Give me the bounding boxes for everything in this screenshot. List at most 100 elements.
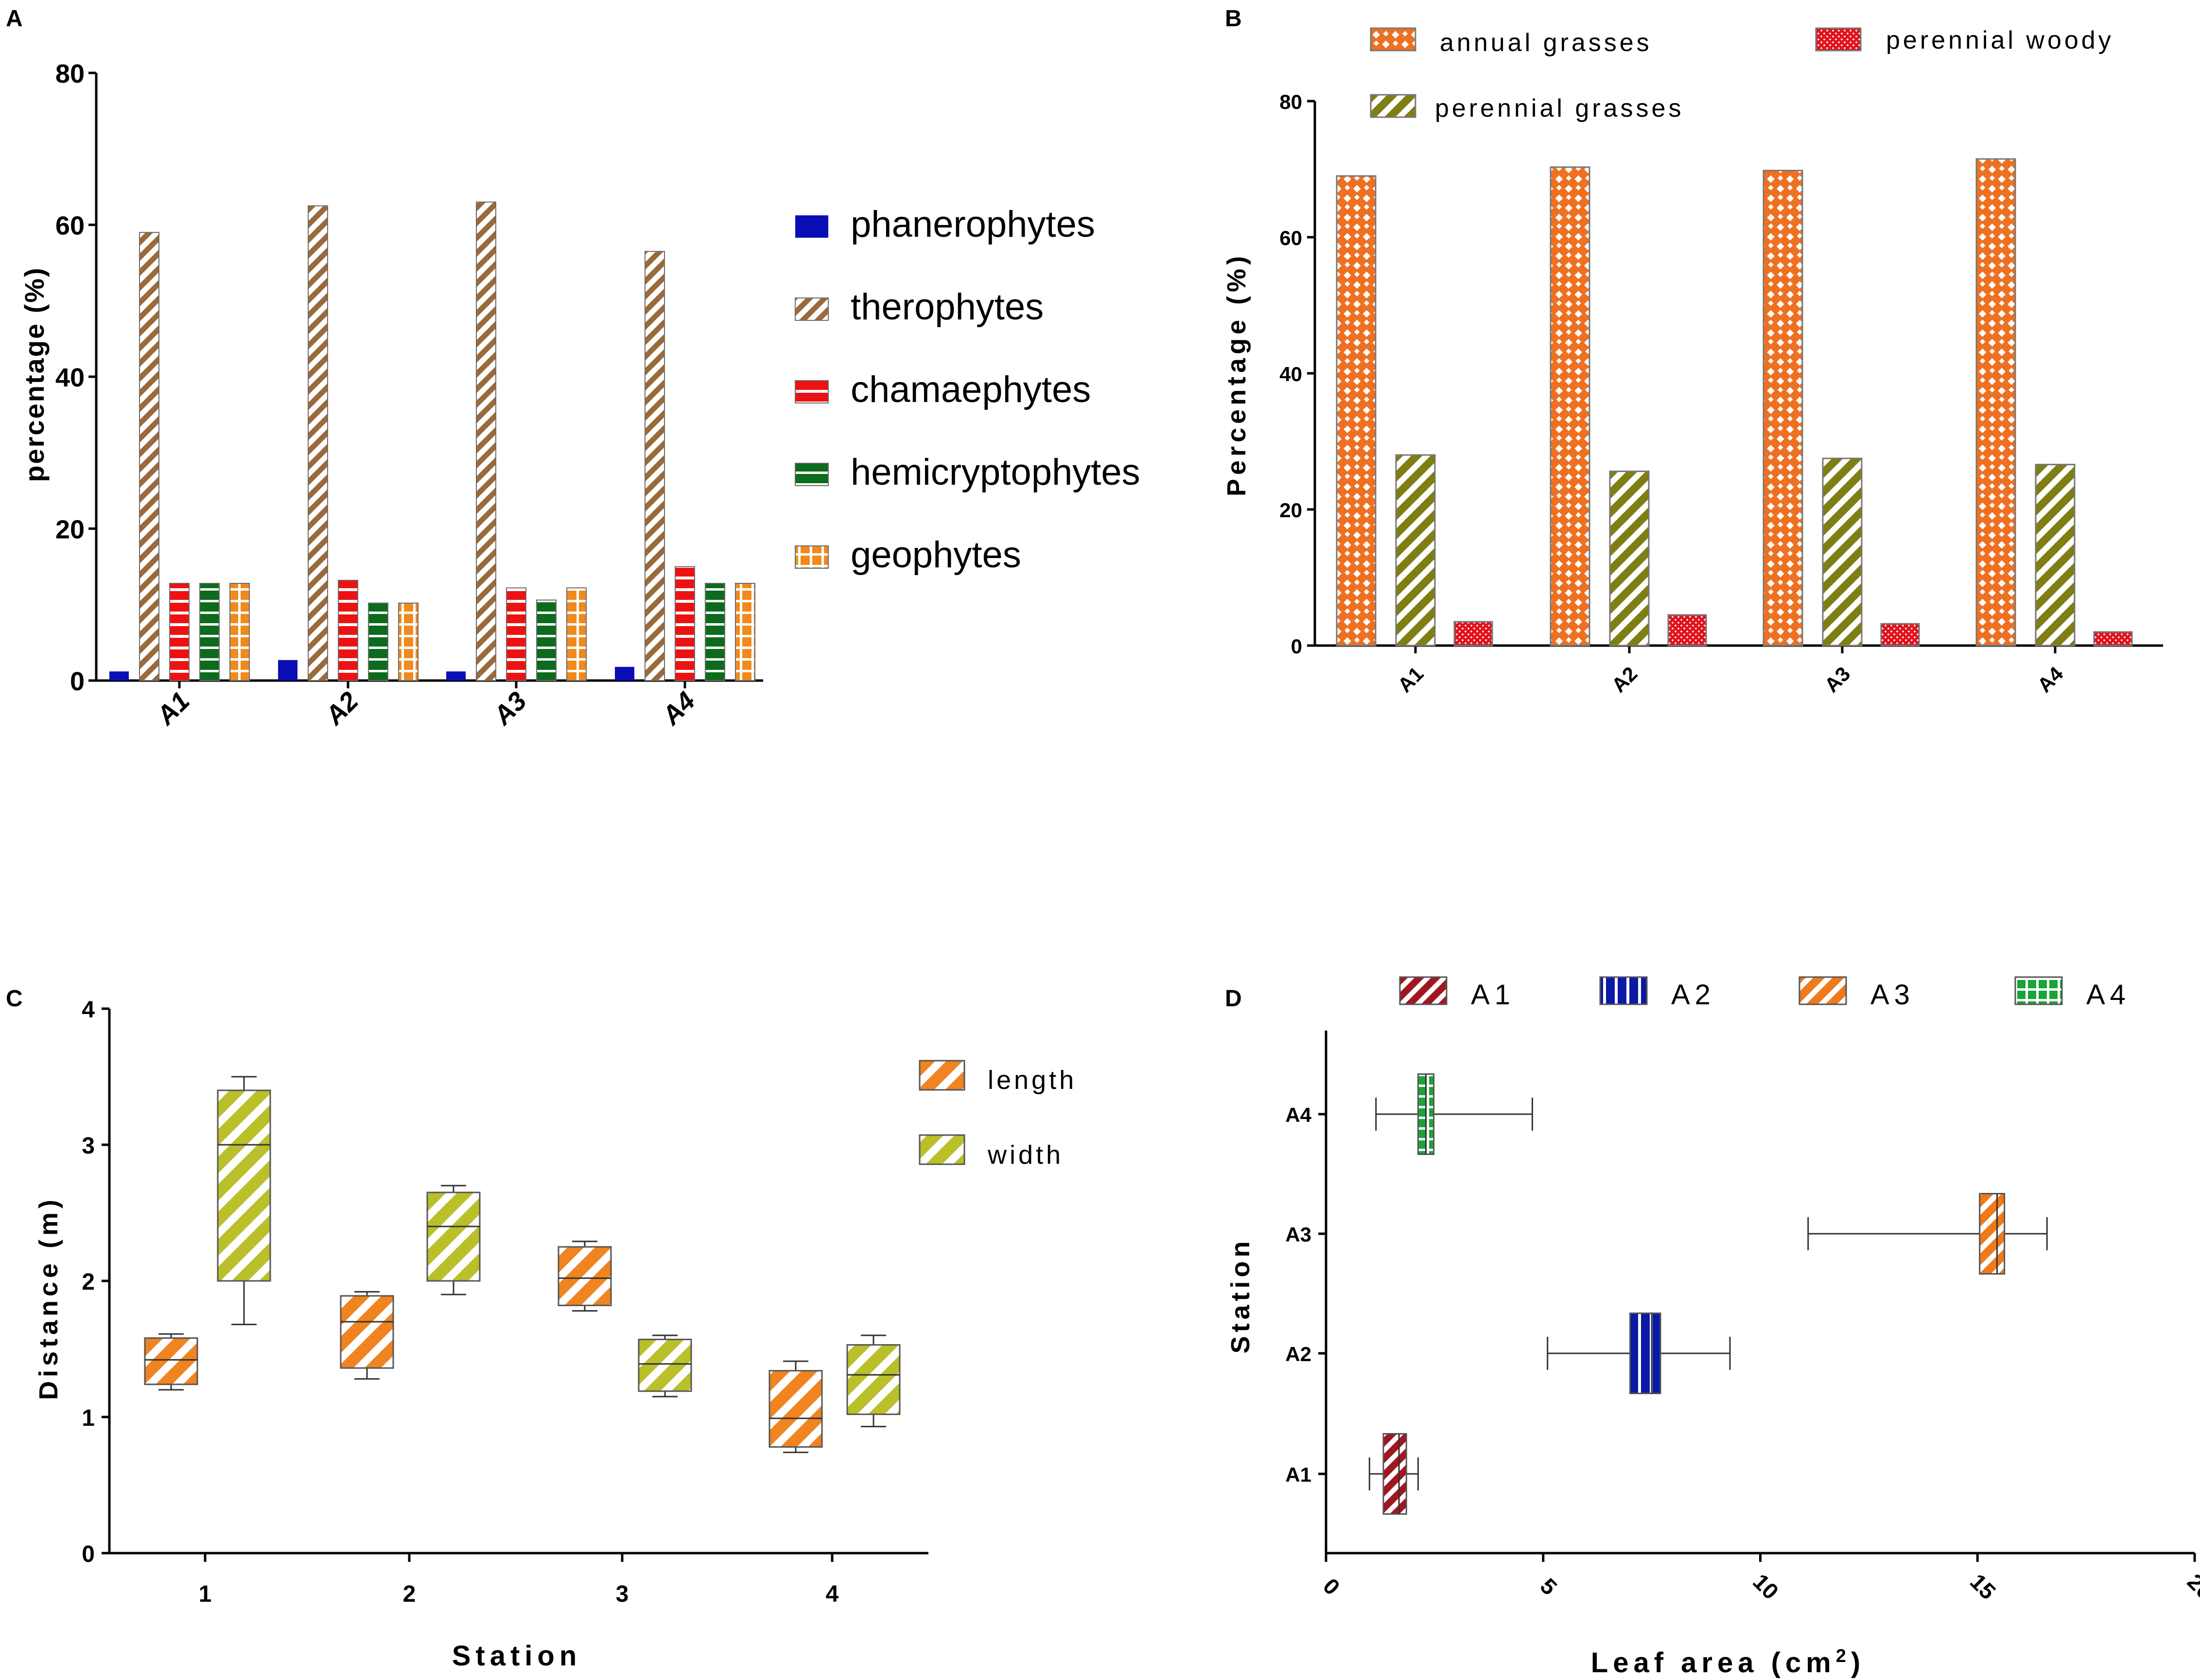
panel-a-bar-chamaephytes-A4 (675, 566, 695, 681)
panel-a-bar-therophytes-A3 (476, 201, 496, 681)
panel-a-bar-hemicryptophytes-A3 (536, 599, 557, 681)
panel-c-legend-label: length (988, 1066, 1077, 1095)
panel-d-legend-swatch (1798, 976, 1847, 1005)
panel-b-bar-perennial-woody-A4 (2093, 631, 2133, 647)
panel-c-y-tick-label: 0 (82, 1541, 95, 1567)
panel-a-legend-label: hemicryptophytes (851, 452, 1140, 493)
panel-a-legend-label: geophytes (851, 534, 1021, 576)
panel-c-legend-label: width (987, 1140, 1064, 1170)
panel-b-x-tick-label: A3 (1820, 662, 1854, 697)
panel-a-bar-hemicryptophytes-A4 (705, 583, 725, 681)
panel-b-bar-perennial-grasses-A2 (1609, 471, 1650, 647)
panel-a-legend-swatch (795, 545, 829, 569)
panel-a-bar-chamaephytes-A1 (169, 583, 190, 681)
panel-d-x-axis-label-sup: 2 (1836, 1646, 1851, 1666)
panel-d-x-axis-label-suffix: ) (1851, 1647, 1865, 1679)
panel-c-legend-swatch (919, 1060, 965, 1091)
panel-d-x-tick-label: 20 (2183, 1569, 2200, 1604)
panel-a-bar-therophytes-A2 (308, 205, 328, 681)
panel-c-x-axis-label: Station (452, 1640, 582, 1672)
panel-a-bar-phanerophytes-A3 (446, 671, 466, 681)
panel-b-bar-perennial-woody-A3 (1880, 623, 1920, 647)
panel-b-legend-swatch (1370, 94, 1416, 118)
panel-c-y-tick-label: 4 (82, 997, 95, 1023)
panel-a-bar-geophytes-A3 (566, 587, 587, 681)
panel-d-legend-label: A1 (1471, 979, 1515, 1011)
panel-d-legend-label: A2 (1671, 979, 1715, 1011)
panel-a-chart: 0 20 40 60 80 A1 A2 A3 A4 phanerophytes therophyt… (19, 59, 1140, 731)
panel-a-bar-geophytes-A4 (735, 583, 755, 681)
panel-c-y-tick-label: 1 (82, 1405, 95, 1431)
panel-b-bar-annual-grasses-A1 (1336, 175, 1377, 647)
panel-b-legend-swatch (1815, 27, 1862, 52)
panel-c-box-width-3 (638, 1338, 692, 1392)
panel-a-bar-phanerophytes-A2 (278, 660, 297, 681)
panel-b-x-tick-label: A4 (2033, 662, 2068, 697)
panel-c-x-tick-label: 3 (616, 1581, 629, 1607)
panel-d-legend-swatch (1399, 976, 1448, 1005)
panel-d-box-A3 (1979, 1193, 2006, 1275)
panel-d-legend-label: A4 (2086, 979, 2130, 1011)
panel-b-bar-annual-grasses-A3 (1763, 170, 1803, 647)
panel-c-x-tick-label: 1 (199, 1581, 212, 1607)
panel-a-legend-swatch (795, 380, 829, 403)
panel-b-legend-label: perennial grasses (1435, 94, 1684, 122)
panel-d-y-tick-label: A3 (1285, 1223, 1311, 1246)
panel-b-y-tick-label: 40 (1279, 363, 1302, 385)
panel-a-bar-hemicryptophytes-A2 (368, 602, 388, 681)
panel-letter-b: B (1225, 6, 1242, 32)
panel-b-legend-label: perennial woody (1886, 26, 2114, 54)
panel-b-bar-perennial-grasses-A3 (1822, 457, 1863, 647)
panel-c-box-length-2 (340, 1295, 394, 1369)
panel-c-box-width-4 (846, 1344, 901, 1415)
panel-a-bar-phanerophytes-A1 (109, 671, 129, 681)
panel-a-x-tick-label: A2 (319, 686, 364, 732)
panel-a-x-tick-label: A1 (150, 686, 195, 732)
panel-d-box-A1 (1382, 1433, 1407, 1515)
panel-a-y-tick-label: 0 (70, 667, 85, 696)
panel-b-bar-perennial-woody-A1 (1453, 621, 1493, 647)
panel-a-bar-hemicryptophytes-A1 (199, 583, 220, 681)
panel-b-y-axis-label: Percentage (%) (1222, 252, 1251, 496)
panel-letter-d: D (1225, 986, 1242, 1012)
panel-a-x-tick-label: A4 (656, 686, 701, 732)
panel-a-y-tick-label: 20 (55, 515, 85, 544)
panel-b-bar-perennial-grasses-A4 (2035, 464, 2076, 647)
panel-d-x-tick-label: 15 (1965, 1569, 2001, 1604)
panel-c-chart: 0 1 2 3 4 1 2 3 4 length width Distance (m) Stati… (34, 997, 1077, 1672)
panel-letter-c: C (6, 986, 23, 1012)
panel-d-y-tick-label: A4 (1285, 1103, 1311, 1126)
panel-a-legend-swatch (795, 298, 829, 321)
panel-a-y-tick-label: 60 (55, 211, 85, 241)
panel-d-legend-label: A3 (1870, 979, 1915, 1011)
panel-a-y-tick-label: 40 (55, 363, 85, 392)
panel-b-y-tick-label: 60 (1279, 227, 1302, 249)
panel-b-bar-annual-grasses-A4 (1975, 158, 2016, 647)
panel-c-box-width-1 (217, 1089, 271, 1282)
panel-d-x-axis-label-main: Leaf area (cm (1591, 1647, 1836, 1679)
panel-b-legend-label: annual grasses (1440, 29, 1652, 57)
panel-b-x-tick-label: A2 (1607, 662, 1641, 697)
panel-d-box-A2 (1629, 1312, 1661, 1394)
panel-a-bar-chamaephytes-A3 (506, 587, 526, 681)
panel-a-bar-geophytes-A1 (229, 583, 250, 681)
panel-a-bar-geophytes-A2 (398, 602, 419, 681)
panel-a-legend-swatch (795, 463, 829, 486)
panel-b-y-tick-label: 20 (1279, 499, 1302, 522)
panel-c-y-axis-label: Distance (m) (34, 1196, 63, 1400)
panel-b-chart: 0 20 40 60 80 A1 A2 A3 A4 annual grasses perennia… (1222, 26, 2163, 697)
panel-a-legend-swatch (795, 215, 828, 238)
panel-a-y-tick-label: 80 (55, 59, 85, 88)
panel-a-bar-therophytes-A1 (139, 232, 159, 681)
panel-b-x-tick-label: A1 (1393, 662, 1428, 697)
panel-a-y-axis-label: percentage (%) (19, 266, 50, 482)
panel-a-legend-label: chamaephytes (851, 369, 1091, 410)
panel-c-legend-swatch (919, 1134, 965, 1165)
panel-c-y-tick-label: 3 (82, 1133, 95, 1159)
panel-c-x-tick-label: 2 (403, 1581, 416, 1607)
panel-a-bar-phanerophytes-A4 (615, 666, 634, 681)
panel-c-box-length-3 (558, 1246, 612, 1306)
panel-d-chart: 0 5 10 15 20 A1 A2 A3 A4 A1 A2 A3 A4 Station Leaf a… (1226, 976, 2200, 1679)
panel-a-legend-label: phanerophytes (851, 204, 1095, 245)
